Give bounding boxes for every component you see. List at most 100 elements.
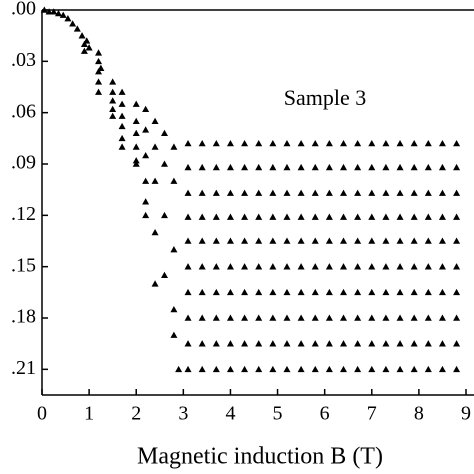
marker [241,139,249,147]
marker [212,189,220,196]
marker [453,163,461,171]
marker [198,288,206,296]
marker [80,40,88,48]
marker [410,314,418,321]
marker [325,163,333,171]
marker [438,139,446,147]
marker [283,237,291,244]
marker [354,263,362,270]
marker [283,314,291,321]
marker [368,237,376,244]
marker [118,112,126,119]
marker [424,288,432,296]
marker [438,365,446,373]
marker [54,9,62,17]
marker [368,314,376,321]
marker [160,160,168,167]
marker [297,189,305,196]
marker [368,288,376,296]
marker [255,213,263,220]
marker [198,237,206,244]
marker [396,263,404,270]
marker [83,37,91,44]
marker [255,237,263,244]
marker [212,340,220,347]
marker [396,189,404,196]
marker [396,163,404,171]
marker [340,163,348,171]
marker [283,365,291,373]
marker [184,213,192,220]
marker [340,365,348,373]
marker [95,49,103,56]
marker [396,314,404,321]
marker [118,100,126,107]
marker [424,189,432,196]
marker [453,314,461,321]
marker [73,25,81,32]
marker [297,365,305,373]
marker [50,8,58,15]
marker [396,365,404,373]
marker [226,288,234,296]
marker [142,151,150,159]
marker [198,213,206,220]
marker [311,288,319,296]
marker [382,314,390,321]
marker [424,163,432,171]
marker [410,288,418,296]
marker [368,340,376,347]
marker [453,263,461,270]
marker [226,139,234,147]
marker [297,163,305,171]
marker [184,237,192,244]
marker [283,139,291,147]
marker [325,213,333,220]
marker [340,189,348,196]
y-tick-label: .06 [11,100,36,122]
marker [368,163,376,171]
marker [396,340,404,347]
marker [269,340,277,347]
marker [198,365,206,373]
x-tick-label: 0 [37,403,47,425]
marker [255,189,263,196]
x-tick-label: 8 [414,403,424,425]
marker [410,139,418,147]
marker [311,139,319,147]
marker [170,331,178,338]
marker [354,314,362,321]
marker [311,340,319,347]
marker [354,213,362,220]
marker [368,263,376,270]
marker [382,139,390,147]
marker [297,237,305,244]
marker [382,189,390,196]
marker [64,15,72,22]
marker [325,263,333,270]
marker [118,143,126,150]
marker [241,213,249,220]
marker [95,68,103,75]
marker [226,340,234,347]
y-tick-label: .03 [11,49,36,71]
marker [382,213,390,220]
marker [212,163,220,171]
marker [85,44,93,51]
marker [142,105,150,113]
marker [438,237,446,244]
marker [97,64,105,71]
marker [325,237,333,244]
marker [241,288,249,296]
y-tick-label: .15 [11,254,36,276]
marker [118,134,126,142]
marker [151,117,159,125]
marker [382,237,390,244]
marker [255,288,263,296]
marker [109,88,117,95]
y-tick-label: .00 [11,0,36,20]
marker [212,237,220,244]
marker [297,340,305,347]
marker [453,189,461,196]
marker [269,213,277,220]
